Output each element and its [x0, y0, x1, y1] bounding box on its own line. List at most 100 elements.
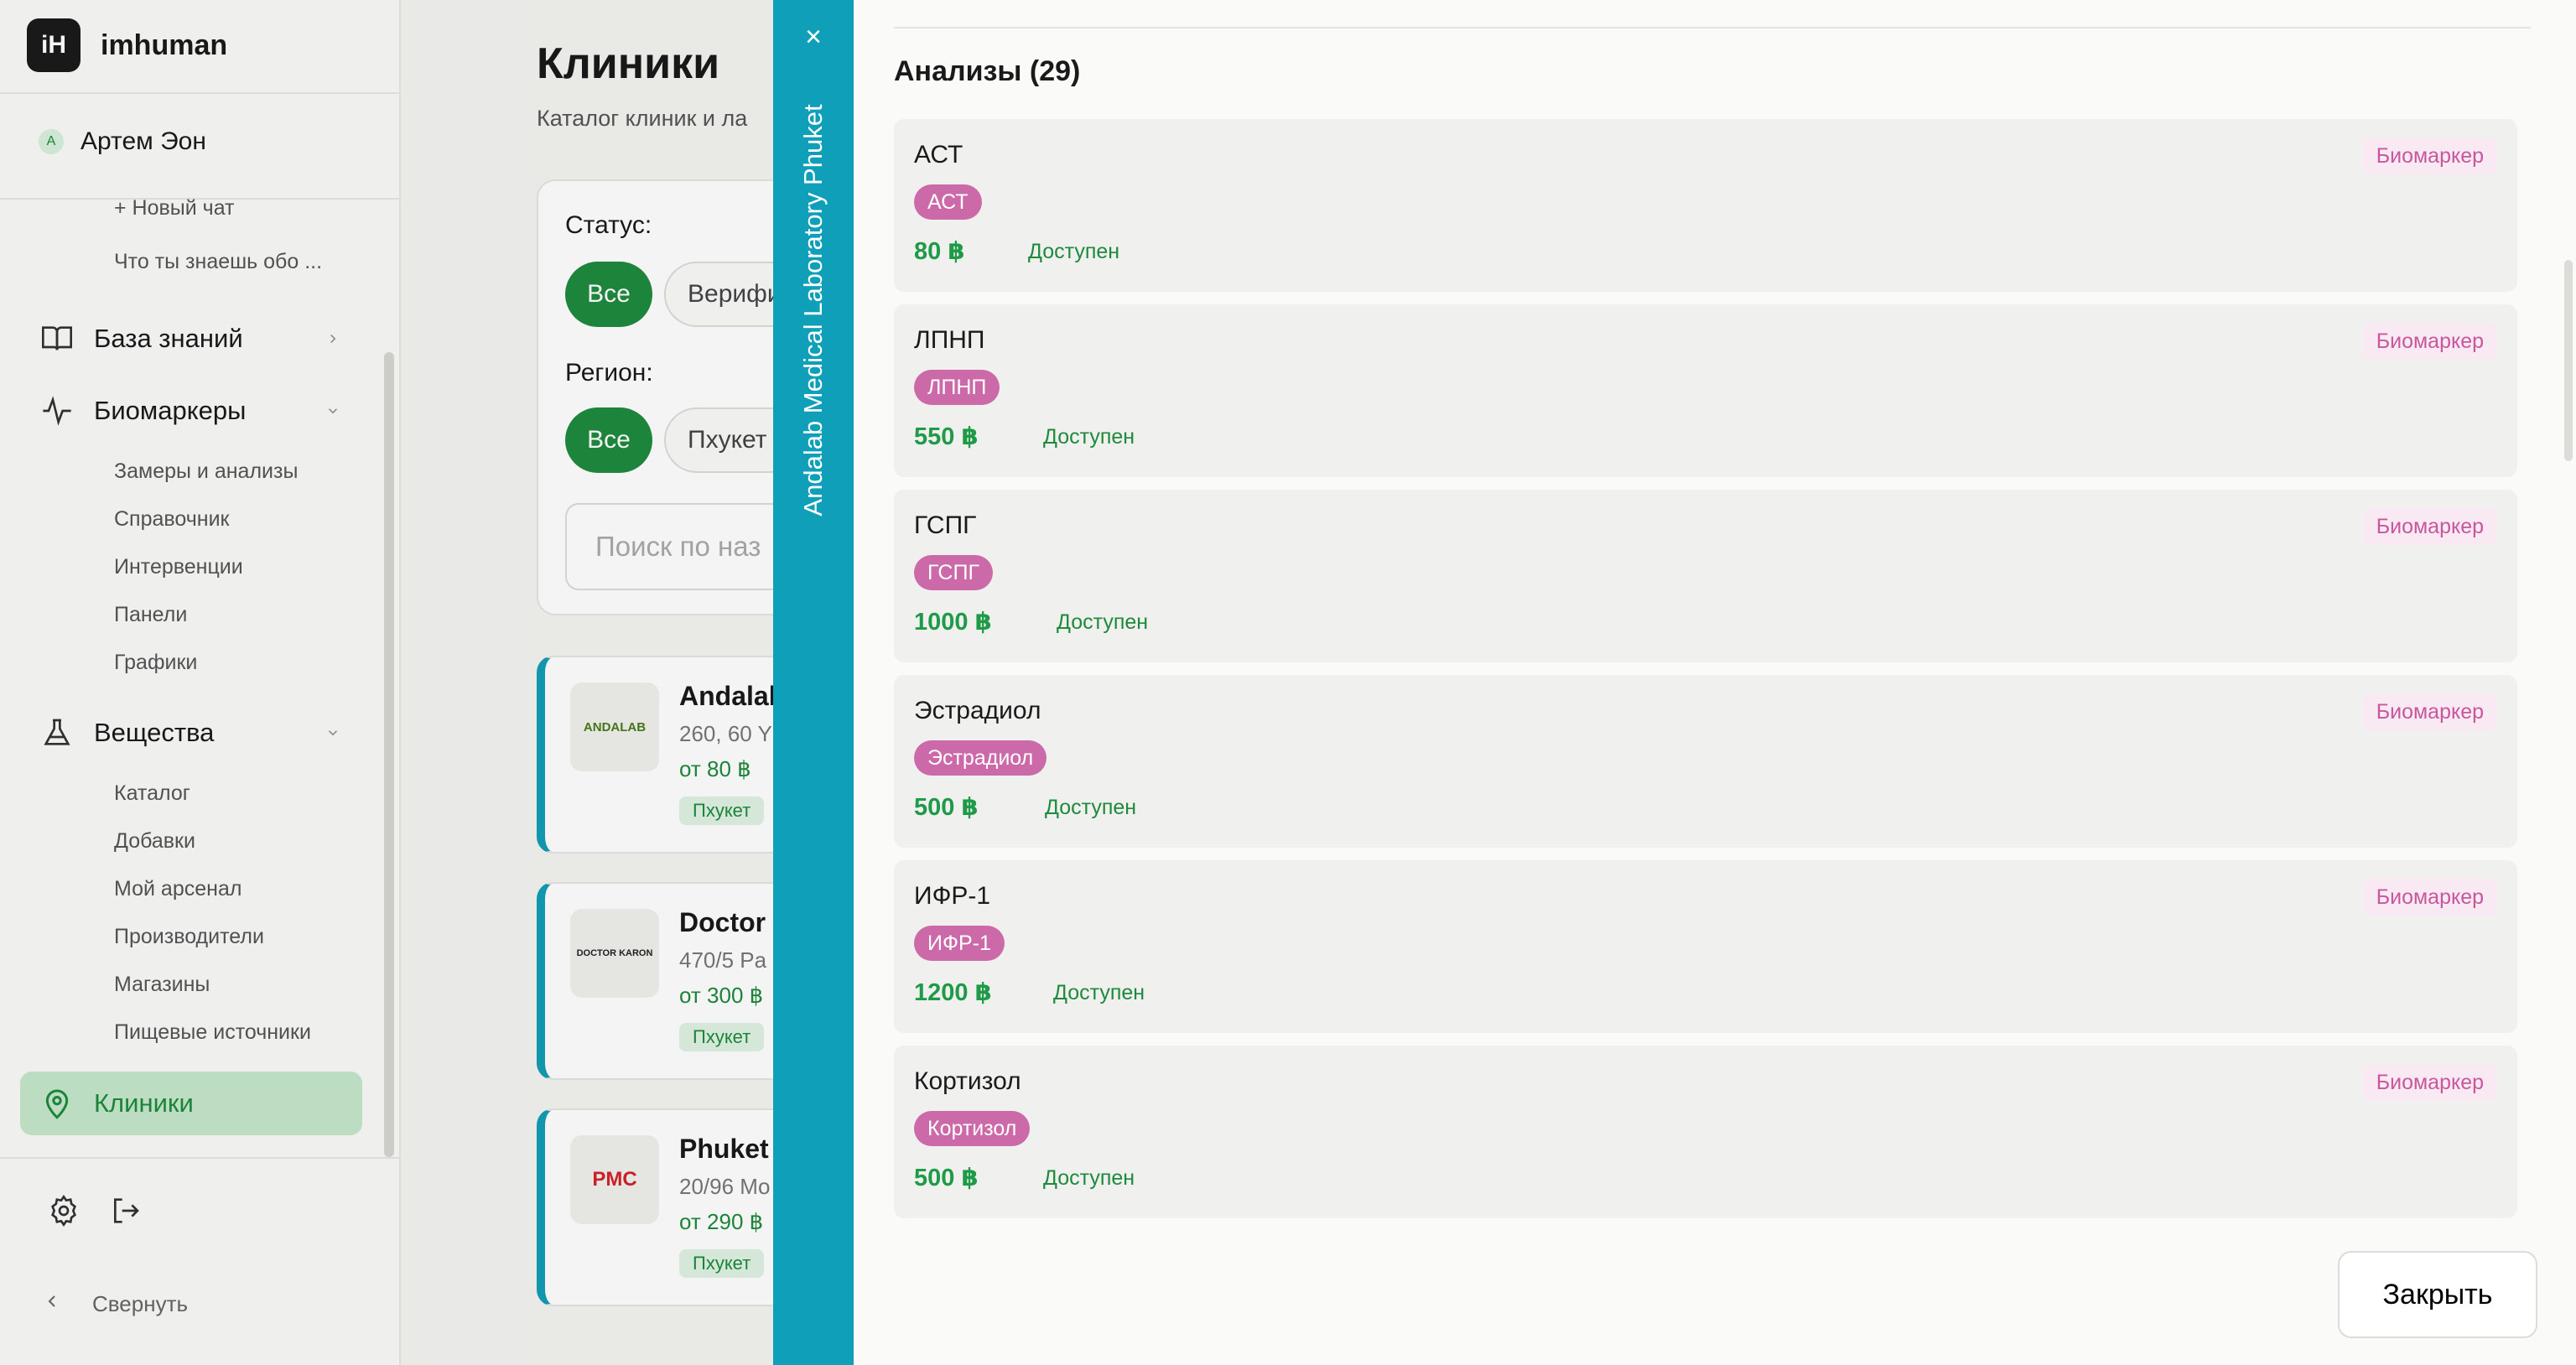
test-name: ЛПНП — [914, 326, 985, 354]
test-card[interactable]: ГСПГ ГСПГ 1000 ฿ Доступен Биомаркер — [894, 490, 2517, 662]
sidebar-item-label: Клиники — [94, 1088, 194, 1118]
test-type-badge: Биомаркер — [2362, 323, 2497, 360]
logout-icon[interactable] — [107, 1194, 143, 1232]
clinic-logo: PMC — [570, 1135, 659, 1224]
sidebar-item-measurements[interactable]: Замеры и анализы — [114, 459, 299, 483]
sidebar-item-interventions[interactable]: Интервенции — [114, 555, 243, 579]
user-profile[interactable]: А Артем Эон — [39, 127, 206, 156]
book-icon — [39, 320, 75, 357]
biomarker-chip[interactable]: ИФР-1 — [914, 926, 1005, 961]
clinic-details-drawer: Анализы (29) АСТ АСТ 80 ฿ Доступен Биома… — [854, 0, 2576, 1365]
test-card[interactable]: АСТ АСТ 80 ฿ Доступен Биомаркер — [894, 119, 2517, 292]
clinic-address: 260, 60 Y — [679, 721, 772, 746]
clinic-region-badge: Пхукет — [679, 1023, 765, 1051]
test-price: 1000 ฿ — [914, 609, 992, 636]
test-price: 1200 ฿ — [914, 979, 992, 1006]
test-status: Доступен — [1053, 981, 1145, 1004]
test-type-badge: Биомаркер — [2362, 693, 2497, 730]
chevron-left-icon — [42, 1291, 62, 1317]
test-name: АСТ — [914, 141, 963, 169]
drawer-title: Andalab Medical Laboratory Phuket — [798, 104, 828, 516]
page-subtitle: Каталог клиник и ла — [537, 106, 748, 131]
clinic-price: от 290 ฿ — [679, 1209, 764, 1234]
test-name: ГСПГ — [914, 511, 977, 539]
page-title: Клиники — [537, 39, 720, 88]
app-name: imhuman — [101, 29, 228, 61]
test-card[interactable]: Кортизол Кортизол 500 ฿ Доступен Биомарк… — [894, 1046, 2517, 1218]
clinic-region-badge: Пхукет — [679, 797, 765, 825]
sidebar-item-clinics-row: Клиники — [39, 1085, 351, 1122]
drawer-title-bar: × Andalab Medical Laboratory Phuket — [773, 0, 854, 1365]
test-type-badge: Биомаркер — [2362, 138, 2497, 174]
sidebar-item-biomarkers[interactable]: Биомаркеры — [39, 392, 351, 429]
test-price: 500 ฿ — [914, 1165, 979, 1191]
close-button[interactable]: Закрыть — [2338, 1251, 2537, 1338]
chevron-down-icon — [324, 402, 342, 420]
test-card[interactable]: ЛПНП ЛПНП 550 ฿ Доступен Биомаркер — [894, 304, 2517, 477]
app-logo: iH — [27, 18, 80, 72]
sidebar-item-supplements[interactable]: Добавки — [114, 829, 195, 853]
test-type-badge: Биомаркер — [2362, 1064, 2497, 1101]
clinic-address: 20/96 Mo — [679, 1174, 771, 1199]
test-name: Кортизол — [914, 1067, 1021, 1095]
tests-list-title: Анализы (29) — [894, 55, 1081, 87]
biomarker-chip[interactable]: ЛПНП — [914, 370, 1000, 405]
sidebar-item-catalog[interactable]: Каталог — [114, 781, 190, 805]
biomarker-chip[interactable]: Эстрадиол — [914, 740, 1047, 776]
divider — [0, 92, 401, 94]
sidebar-item-reference[interactable]: Справочник — [114, 507, 230, 531]
test-card[interactable]: Эстрадиол Эстрадиол 500 ฿ Доступен Биома… — [894, 675, 2517, 848]
test-type-badge: Биомаркер — [2362, 508, 2497, 545]
sidebar-item-food-sources[interactable]: Пищевые источники — [114, 1020, 311, 1044]
test-status: Доступен — [1045, 796, 1137, 819]
region-filter-label: Регион: — [565, 359, 653, 387]
sidebar-item-label: Вещества — [94, 718, 215, 747]
map-pin-icon — [39, 1085, 75, 1122]
sidebar-item-charts[interactable]: Графики — [114, 651, 198, 674]
user-name: Артем Эон — [80, 127, 206, 155]
sidebar-scrollbar[interactable] — [384, 352, 394, 1157]
clinic-region-badge: Пхукет — [679, 1249, 765, 1278]
divider — [0, 1157, 401, 1159]
test-price: 550 ฿ — [914, 423, 979, 450]
sidebar: iH imhuman А Артем Эон + Новый чат Что т… — [0, 0, 401, 1365]
chevron-right-icon — [324, 330, 342, 348]
new-chat-link[interactable]: + Новый чат — [114, 196, 235, 220]
chevron-down-icon — [324, 724, 342, 742]
chat-history-item[interactable]: Что ты знаешь обо ... — [114, 250, 323, 273]
avatar: А — [39, 129, 64, 154]
sidebar-item-manufacturers[interactable]: Производители — [114, 925, 264, 948]
region-filter-all[interactable]: Все — [565, 407, 652, 473]
biomarker-chip[interactable]: АСТ — [914, 184, 982, 220]
test-status: Доступен — [1057, 610, 1149, 634]
sidebar-item-panels[interactable]: Панели — [114, 603, 188, 626]
test-card[interactable]: ИФР-1 ИФР-1 1200 ฿ Доступен Биомаркер — [894, 860, 2517, 1033]
close-icon[interactable]: × — [805, 21, 822, 53]
sidebar-item-my-arsenal[interactable]: Мой арсенал — [114, 877, 242, 900]
clinic-logo: ANDALAB — [570, 682, 659, 771]
test-name: ИФР-1 — [914, 882, 991, 910]
clinic-price: от 80 ฿ — [679, 756, 751, 781]
test-type-badge: Биомаркер — [2362, 879, 2497, 916]
clinic-logo: DOCTOR KARON — [570, 909, 659, 998]
clinic-address: 470/5 Pa — [679, 947, 767, 973]
test-status: Доступен — [1043, 1166, 1135, 1190]
collapse-label: Свернуть — [92, 1291, 189, 1316]
gear-icon[interactable] — [47, 1194, 80, 1232]
test-name: Эстрадиол — [914, 697, 1041, 724]
pulse-icon — [39, 392, 75, 429]
sidebar-item-clinics[interactable]: Клиники — [20, 1072, 362, 1135]
sidebar-item-shops[interactable]: Магазины — [114, 973, 210, 996]
test-status: Доступен — [1043, 425, 1135, 449]
brand[interactable]: iH imhuman — [27, 18, 227, 72]
sidebar-item-knowledge-base[interactable]: База знаний — [39, 320, 351, 357]
status-filter-label: Статус: — [565, 211, 652, 239]
divider — [0, 198, 401, 200]
drawer-scrollbar[interactable] — [2564, 260, 2573, 461]
biomarker-chip[interactable]: Кортизол — [914, 1111, 1031, 1146]
biomarker-chip[interactable]: ГСПГ — [914, 555, 993, 590]
clinic-price: от 300 ฿ — [679, 983, 764, 1008]
sidebar-item-substances[interactable]: Вещества — [39, 714, 351, 751]
collapse-sidebar-button[interactable]: Свернуть — [42, 1291, 188, 1317]
status-filter-all[interactable]: Все — [565, 262, 652, 327]
